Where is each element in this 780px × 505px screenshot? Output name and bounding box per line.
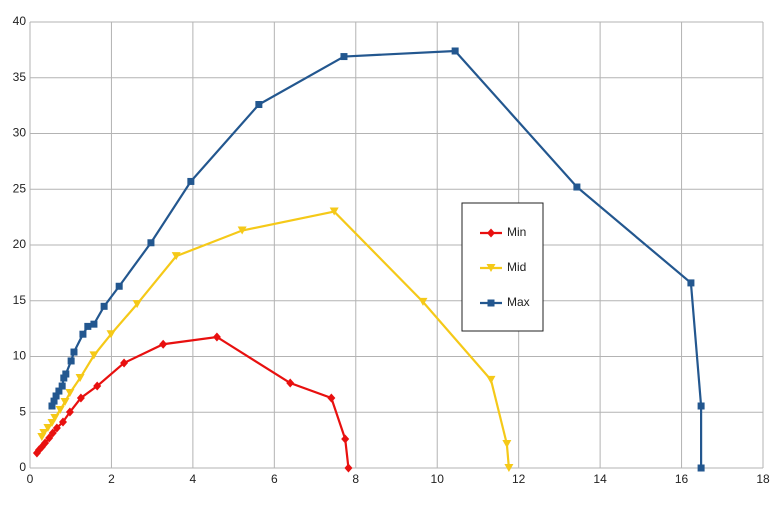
y-tick-label: 40 — [13, 14, 27, 28]
marker — [341, 434, 350, 444]
marker — [697, 402, 705, 410]
x-tick-label: 2 — [108, 472, 115, 486]
marker — [697, 464, 705, 472]
legend-box — [461, 202, 544, 332]
marker — [237, 226, 247, 235]
marker — [573, 183, 581, 191]
marker — [65, 388, 75, 397]
marker — [52, 423, 61, 433]
x-tick-label: 16 — [675, 472, 689, 486]
marker — [76, 393, 85, 403]
x-tick-label: 10 — [431, 472, 445, 486]
marker — [48, 428, 57, 438]
marker — [60, 374, 68, 382]
legend-label: Max — [507, 295, 530, 309]
marker — [120, 358, 129, 368]
marker — [45, 433, 54, 443]
y-tick-label: 20 — [13, 237, 27, 251]
y-tick-label: 5 — [19, 404, 26, 418]
marker — [286, 378, 295, 388]
marker — [84, 322, 92, 330]
marker — [39, 428, 49, 437]
marker — [502, 440, 512, 449]
marker — [70, 348, 78, 356]
marker — [344, 463, 353, 473]
x-tick-label: 12 — [512, 472, 526, 486]
marker — [50, 397, 58, 405]
y-tick-label: 35 — [13, 70, 27, 84]
series-line — [50, 49, 703, 468]
marker — [62, 370, 70, 378]
marker — [43, 423, 53, 432]
marker — [340, 53, 348, 61]
marker — [52, 392, 60, 400]
marker — [58, 382, 66, 390]
x-tick-label: 18 — [756, 472, 770, 486]
marker — [65, 407, 74, 417]
marker — [451, 47, 459, 55]
marker — [55, 406, 65, 415]
marker — [132, 300, 142, 309]
marker — [327, 393, 336, 403]
marker — [212, 332, 221, 342]
y-tick-label: 0 — [19, 460, 26, 474]
marker — [171, 252, 181, 261]
legend-label: Min — [507, 225, 526, 239]
x-tick-label: 4 — [190, 472, 197, 486]
marker — [75, 374, 85, 383]
legend-label: Mid — [507, 260, 526, 274]
marker — [55, 387, 63, 395]
marker — [255, 101, 263, 109]
marker — [418, 297, 428, 306]
marker — [90, 320, 98, 328]
marker — [187, 177, 195, 185]
marker — [67, 357, 75, 365]
x-tick-label: 6 — [271, 472, 278, 486]
x-tick-label: 8 — [352, 472, 359, 486]
y-tick-label: 25 — [13, 181, 27, 195]
marker — [486, 375, 496, 384]
marker — [50, 414, 60, 423]
marker — [89, 351, 99, 360]
marker — [159, 339, 168, 349]
y-tick-label: 30 — [13, 126, 27, 140]
marker — [106, 330, 116, 339]
marker — [147, 239, 155, 247]
y-tick-label: 15 — [13, 293, 27, 307]
marker — [48, 402, 56, 410]
marker — [93, 381, 102, 391]
marker — [486, 264, 496, 272]
marker — [41, 438, 50, 448]
marker — [115, 282, 123, 290]
marker — [487, 299, 495, 307]
x-tick-label: 14 — [593, 472, 607, 486]
y-tick-label: 10 — [13, 349, 27, 363]
marker — [58, 417, 67, 427]
marker — [487, 228, 495, 238]
marker — [504, 464, 514, 472]
x-tick-label: 0 — [27, 472, 34, 486]
marker — [60, 397, 70, 406]
marker — [79, 330, 87, 338]
marker — [100, 302, 108, 310]
marker — [687, 279, 695, 287]
marker — [329, 207, 339, 216]
